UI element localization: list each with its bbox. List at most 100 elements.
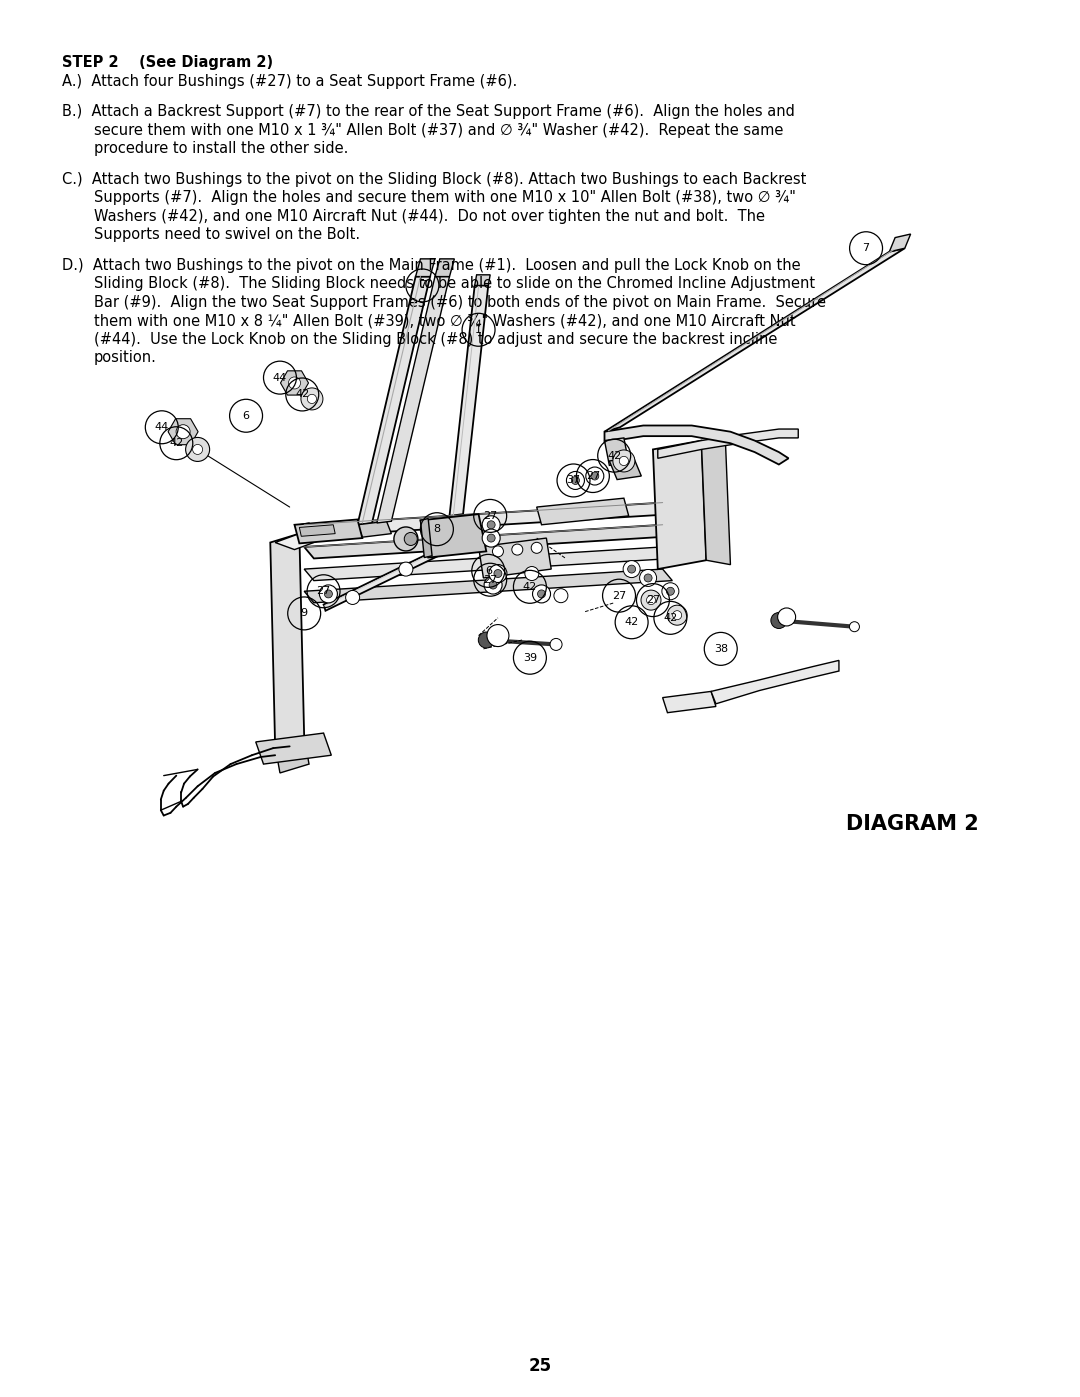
Polygon shape: [478, 538, 551, 578]
Polygon shape: [377, 277, 449, 522]
Circle shape: [301, 388, 323, 409]
Polygon shape: [653, 440, 706, 569]
Text: STEP 2    (See Diagram 2): STEP 2 (See Diagram 2): [62, 54, 273, 70]
Text: procedure to install the other side.: procedure to install the other side.: [94, 141, 349, 156]
Circle shape: [778, 608, 796, 626]
Text: D.)  Attach two Bushings to the pivot on the Main Frame (#1).  Loosen and pull t: D.) Attach two Bushings to the pivot on …: [62, 257, 800, 272]
Circle shape: [554, 588, 568, 602]
Text: 44: 44: [154, 422, 168, 432]
Text: 25: 25: [528, 1356, 552, 1375]
Text: Supports (#7).  Align the holes and secure them with one M10 x 10" Allen Bolt (#: Supports (#7). Align the holes and secur…: [94, 190, 796, 205]
Text: 37: 37: [566, 475, 581, 485]
Text: 42: 42: [607, 451, 621, 461]
Circle shape: [639, 570, 657, 587]
Circle shape: [532, 585, 551, 604]
Polygon shape: [609, 457, 642, 479]
Polygon shape: [658, 429, 798, 458]
Text: 44: 44: [273, 373, 287, 383]
Text: B.)  Attach a Backrest Support (#7) to the rear of the Seat Support Frame (#6). : B.) Attach a Backrest Support (#7) to th…: [62, 103, 795, 119]
Polygon shape: [537, 499, 629, 525]
Polygon shape: [299, 522, 314, 539]
Circle shape: [487, 534, 495, 542]
Circle shape: [538, 590, 545, 598]
Polygon shape: [295, 520, 362, 543]
Circle shape: [644, 574, 652, 583]
Circle shape: [192, 444, 203, 454]
Text: Bar (#9).  Align the two Seat Support Frames (#6) to both ends of the pivot on M: Bar (#9). Align the two Seat Support Fra…: [94, 295, 826, 310]
Text: Sliding Block (#8).  The Sliding Block needs to be able to slide on the Chromed : Sliding Block (#8). The Sliding Block ne…: [94, 277, 815, 291]
Text: 39: 39: [523, 652, 537, 662]
Polygon shape: [416, 258, 435, 277]
Text: 42: 42: [295, 390, 309, 400]
Circle shape: [186, 437, 210, 461]
Polygon shape: [663, 692, 716, 712]
Polygon shape: [275, 534, 319, 549]
Polygon shape: [420, 514, 486, 557]
Circle shape: [494, 570, 502, 577]
Text: 27: 27: [483, 574, 497, 585]
Polygon shape: [605, 426, 788, 464]
Polygon shape: [435, 258, 455, 277]
Polygon shape: [605, 249, 905, 432]
Circle shape: [666, 587, 674, 595]
Circle shape: [550, 638, 562, 651]
Circle shape: [850, 622, 860, 631]
Text: 1: 1: [475, 324, 482, 335]
Text: 9: 9: [300, 609, 308, 619]
Text: 6: 6: [243, 411, 249, 420]
Circle shape: [484, 576, 502, 594]
Circle shape: [308, 394, 316, 404]
Circle shape: [771, 612, 787, 629]
Circle shape: [623, 560, 640, 577]
Polygon shape: [305, 503, 673, 536]
Text: C.)  Attach two Bushings to the pivot on the Sliding Block (#8). Attach two Bush: C.) Attach two Bushings to the pivot on …: [62, 172, 807, 187]
Circle shape: [571, 476, 580, 485]
Circle shape: [176, 425, 190, 439]
Circle shape: [585, 467, 604, 485]
Circle shape: [642, 590, 661, 610]
Circle shape: [487, 624, 509, 647]
Circle shape: [482, 529, 500, 548]
Polygon shape: [275, 738, 309, 773]
Circle shape: [399, 562, 413, 576]
Polygon shape: [281, 370, 309, 395]
Polygon shape: [889, 235, 910, 251]
Text: 27: 27: [585, 471, 600, 481]
Circle shape: [619, 457, 629, 465]
Text: (#44).  Use the Lock Knob on the Sliding Block (#8) to adjust and secure the bac: (#44). Use the Lock Knob on the Sliding …: [94, 331, 778, 346]
Text: 27: 27: [483, 511, 497, 521]
Circle shape: [346, 591, 360, 605]
Circle shape: [531, 542, 542, 553]
Circle shape: [512, 543, 523, 555]
Circle shape: [482, 515, 500, 534]
Circle shape: [525, 567, 539, 581]
Text: 42: 42: [170, 439, 184, 448]
Text: 38: 38: [714, 644, 728, 654]
Circle shape: [320, 585, 337, 604]
Text: DIAGRAM 2: DIAGRAM 2: [846, 814, 978, 834]
Text: secure them with one M10 x 1 ¾" Allen Bolt (#37) and ∅ ¾" Washer (#42).  Repeat : secure them with one M10 x 1 ¾" Allen Bo…: [94, 123, 783, 137]
Text: 27: 27: [316, 587, 330, 597]
Polygon shape: [357, 521, 391, 538]
Circle shape: [478, 631, 495, 648]
Circle shape: [492, 546, 503, 557]
Text: A.)  Attach four Bushings (#27) to a Seat Support Frame (#6).: A.) Attach four Bushings (#27) to a Seat…: [62, 74, 517, 88]
Circle shape: [566, 471, 584, 489]
Text: 8: 8: [433, 524, 441, 534]
Circle shape: [489, 581, 497, 590]
Text: 42: 42: [624, 617, 638, 627]
Polygon shape: [168, 419, 198, 444]
Polygon shape: [305, 525, 673, 559]
Polygon shape: [449, 285, 488, 515]
Circle shape: [662, 583, 679, 599]
Text: position.: position.: [94, 351, 157, 365]
Polygon shape: [711, 661, 839, 704]
Polygon shape: [299, 525, 335, 536]
Text: 27: 27: [612, 591, 626, 601]
Circle shape: [394, 527, 418, 550]
Circle shape: [667, 605, 687, 626]
Polygon shape: [305, 548, 673, 581]
Polygon shape: [256, 733, 332, 764]
Circle shape: [627, 566, 636, 573]
Text: 7: 7: [419, 281, 426, 291]
